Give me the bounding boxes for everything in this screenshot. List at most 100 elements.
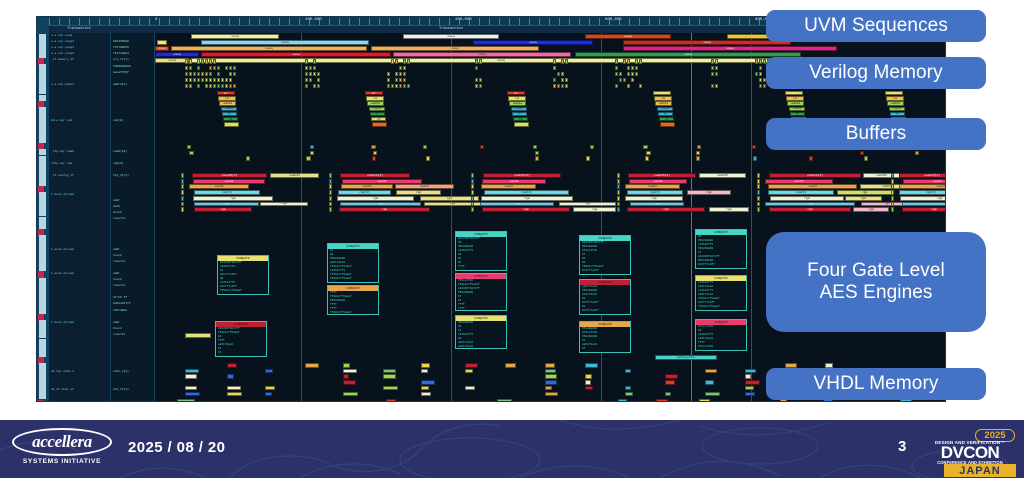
transaction-bar[interactable]: rd	[366, 96, 384, 101]
transaction-bar[interactable]	[387, 77, 391, 83]
time-cursor[interactable]	[301, 33, 302, 401]
transaction-bar[interactable]	[615, 65, 619, 70]
transaction-bar[interactable]: wr	[789, 111, 806, 117]
transaction-bar[interactable]: useq	[575, 52, 801, 58]
transaction-bar[interactable]	[181, 178, 185, 184]
transaction-bar[interactable]	[313, 65, 317, 70]
transaction-bar[interactable]	[557, 71, 561, 76]
transaction-bar[interactable]	[553, 59, 557, 64]
transaction-bar[interactable]	[309, 71, 313, 76]
signal-name[interactable]: d1_if.vhdl_if	[51, 386, 74, 391]
signal-row-icon[interactable]	[39, 51, 46, 58]
transaction-bar[interactable]	[395, 77, 399, 83]
transaction-bar[interactable]	[698, 399, 711, 401]
transaction-bar[interactable]	[565, 83, 569, 89]
transaction-bar[interactable]	[891, 190, 895, 195]
transaction-bar[interactable]	[265, 368, 273, 374]
signal-row-icon[interactable]	[39, 210, 46, 217]
transaction-bar[interactable]	[227, 363, 238, 368]
transaction-bar[interactable]	[759, 77, 763, 83]
transaction-bar[interactable]: useq	[191, 34, 279, 39]
transaction-bar[interactable]: cashX	[342, 178, 422, 184]
transaction-bar[interactable]	[585, 380, 592, 385]
transaction-bar[interactable]: rgm	[902, 201, 945, 207]
time-cursor[interactable]	[751, 33, 752, 401]
transaction-bar[interactable]	[891, 207, 895, 213]
transaction-bar[interactable]: rd	[786, 96, 804, 101]
transaction-bar[interactable]	[646, 150, 651, 155]
transaction-bar[interactable]	[557, 83, 561, 89]
compute-popup[interactable]: compute 3f4ce7f26 f3581cf75a0ef 044335f3d72…	[455, 273, 507, 311]
transaction-bar[interactable]: rgm	[482, 207, 570, 213]
transaction-bar[interactable]	[757, 173, 761, 178]
transaction-bar[interactable]	[407, 83, 411, 89]
transaction-bar[interactable]	[631, 77, 635, 83]
signal-name[interactable]: t.aesi.stream	[51, 246, 74, 251]
transaction-bar[interactable]	[383, 374, 396, 379]
transaction-bar[interactable]	[705, 368, 718, 374]
signal-group-icon[interactable]	[38, 356, 44, 364]
transaction-bar[interactable]	[395, 59, 399, 64]
transaction-bar[interactable]	[627, 71, 631, 76]
transaction-bar[interactable]: wdata	[655, 101, 673, 106]
transaction-bar[interactable]: rd	[513, 117, 528, 122]
transaction-bar[interactable]: cashXX[1]	[769, 173, 861, 178]
transaction-bar[interactable]	[205, 71, 209, 76]
transaction-bar[interactable]: cashXX[1]	[483, 173, 561, 178]
transaction-bar[interactable]	[715, 59, 719, 64]
transaction-bar[interactable]	[656, 399, 668, 401]
transaction-bar[interactable]: useq	[155, 52, 199, 58]
transaction-bar[interactable]: rgm	[709, 207, 749, 213]
signal-name[interactable]: o.a.sqr.vseq	[51, 33, 73, 37]
transaction-bar[interactable]	[399, 77, 403, 83]
transaction-bar[interactable]: rgm	[337, 195, 414, 201]
transaction-bar[interactable]	[660, 122, 675, 127]
signal-row-icon[interactable]	[39, 204, 46, 211]
transaction-bar[interactable]	[615, 59, 619, 64]
transaction-bar[interactable]	[176, 399, 196, 401]
transaction-bar[interactable]	[759, 59, 763, 64]
transaction-bar[interactable]	[763, 77, 767, 83]
transaction-bar[interactable]	[306, 156, 311, 161]
transaction-bar[interactable]	[227, 385, 241, 391]
transaction-bar[interactable]	[891, 173, 895, 178]
signal-row-icon[interactable]	[39, 362, 46, 369]
transaction-bar[interactable]: rgm	[194, 207, 252, 213]
transaction-bar[interactable]: rdata	[888, 106, 905, 111]
transaction-bar[interactable]	[372, 156, 377, 161]
transaction-bar[interactable]	[225, 65, 229, 70]
signal-row-icon[interactable]	[39, 381, 46, 388]
transaction-bar[interactable]	[545, 368, 557, 374]
transaction-bar[interactable]	[343, 391, 359, 397]
transaction-bar[interactable]: cashX	[189, 184, 249, 190]
transaction-bar[interactable]	[545, 385, 552, 391]
transaction-bar[interactable]	[759, 71, 763, 76]
compute-popup[interactable]: compute ffff f3581cf75a0ef 55b8b0000 ffff fff…	[327, 285, 379, 315]
transaction-bar[interactable]	[475, 83, 479, 89]
signal-row-icon[interactable]	[39, 88, 46, 95]
time-cursor[interactable]	[691, 33, 692, 401]
transaction-bar[interactable]: rgm[1]	[484, 190, 569, 195]
transaction-bar[interactable]: wdata	[509, 101, 527, 106]
transaction-bar[interactable]	[423, 145, 428, 150]
signal-row-icon[interactable]	[39, 82, 46, 89]
transaction-bar[interactable]	[639, 59, 643, 64]
transaction-bar[interactable]	[617, 399, 627, 401]
transaction-bar[interactable]	[545, 391, 559, 397]
signal-row-icon[interactable]	[39, 259, 46, 266]
transaction-bar[interactable]	[386, 399, 396, 401]
transaction-bar[interactable]: rgm	[765, 201, 855, 207]
transaction-bar[interactable]	[205, 77, 209, 83]
transaction-bar[interactable]	[545, 380, 558, 385]
transaction-bar[interactable]: rd	[886, 96, 904, 101]
transaction-bar[interactable]	[696, 150, 701, 155]
transaction-bar[interactable]	[209, 83, 213, 89]
transaction-bar[interactable]	[711, 59, 715, 64]
transaction-bar[interactable]	[157, 40, 167, 46]
transaction-bar[interactable]: rd	[218, 96, 236, 101]
transaction-bar[interactable]: useq	[473, 40, 593, 46]
transaction-bar[interactable]: rgm	[260, 201, 308, 207]
transaction-bar[interactable]	[715, 65, 719, 70]
compute-popup[interactable]: compute b7 8b 55b8b0000 aa5173ac6 f3581cf75a0…	[327, 243, 379, 283]
transaction-bar[interactable]	[757, 178, 761, 184]
